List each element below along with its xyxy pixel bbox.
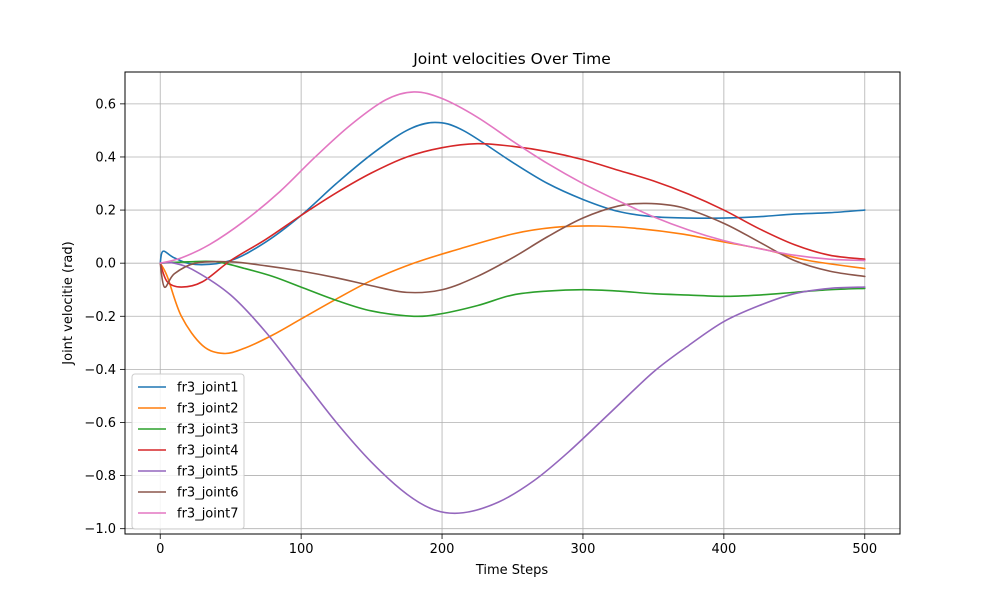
series-lines	[159, 91, 866, 515]
series-line-fr3_joint2	[159, 225, 866, 355]
plot-frame	[124, 71, 901, 535]
axis-ticks: 0 100 200 300 400 500 −1.0 −0.8 −0.6 −0.4 −0.2 0.0 0…	[84, 97, 877, 557]
series-line-fr3_joint6	[159, 202, 866, 294]
x-tick-label: 300	[571, 542, 596, 557]
series-line-fr3_joint7	[159, 91, 866, 264]
y-axis-label: Joint velocitie (rad)	[61, 241, 76, 365]
x-tick-label: 100	[289, 542, 314, 557]
x-axis-label: Time Steps	[475, 563, 549, 578]
x-tick-label: 500	[852, 542, 877, 557]
y-tick-label: 0.6	[95, 97, 116, 112]
y-tick-label: −0.8	[84, 469, 116, 484]
legend-label: fr3_joint7	[177, 507, 238, 522]
series-line-fr3_joint4	[159, 142, 866, 288]
legend-label: fr3_joint2	[177, 402, 238, 417]
y-tick-label: −1.0	[84, 522, 116, 537]
y-tick-label: 0.0	[95, 257, 116, 272]
legend-label: fr3_joint3	[177, 423, 238, 438]
legend-label: fr3_joint4	[177, 444, 238, 459]
y-tick-label: −0.6	[84, 416, 116, 431]
x-tick-label: 200	[430, 542, 455, 557]
legend-label: fr3_joint5	[177, 465, 238, 480]
series-line-fr3_joint1	[159, 121, 866, 266]
legend: fr3_joint1 fr3_joint2 fr3_joint3 fr3_joint4…	[131, 373, 245, 530]
chart-title: Joint velocities Over Time	[412, 50, 611, 68]
y-tick-label: −0.2	[84, 310, 116, 325]
legend-label: fr3_joint6	[177, 486, 238, 501]
y-tick-label: 0.4	[95, 150, 116, 165]
grid	[125, 72, 900, 534]
y-tick-label: −0.4	[84, 363, 116, 378]
legend-box	[131, 373, 245, 530]
y-tick-label: 0.2	[95, 204, 116, 219]
x-tick-label: 0	[156, 542, 164, 557]
x-tick-label: 400	[711, 542, 736, 557]
series-line-fr3_joint3	[159, 260, 866, 318]
legend-label: fr3_joint1	[177, 381, 238, 396]
series-line-fr3_joint5	[159, 261, 866, 515]
